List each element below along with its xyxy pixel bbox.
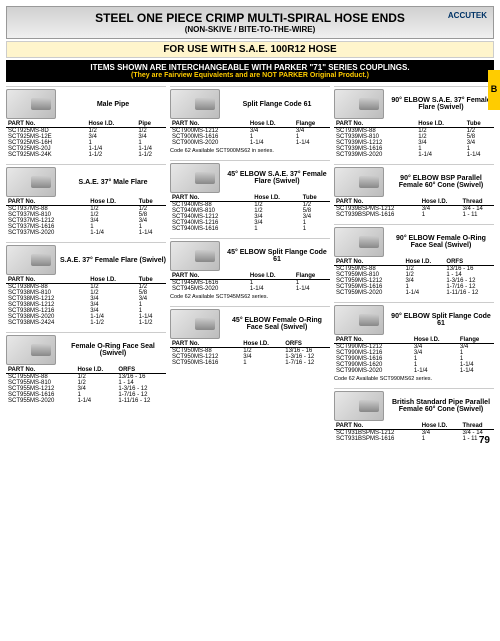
product-image — [334, 391, 384, 421]
product-block: British Standard Pipe Parallel Female 60… — [334, 388, 494, 444]
product-title: 90° ELBOW S.A.E. 37° Female Flare (Swive… — [388, 97, 494, 111]
spec-table: PART No.Hose I.D.PipeSCT925MS-8D1/21/2SC… — [6, 121, 166, 158]
interchange-bar: ITEMS SHOWN ARE INTERCHANGEABLE WITH PAR… — [6, 60, 494, 82]
product-block: 45° ELBOW Female O-Ring Face Seal (Swive… — [170, 306, 330, 368]
product-block: Male Pipe PART No.Hose I.D.PipeSCT925MS-8… — [6, 86, 166, 160]
product-image — [170, 241, 220, 271]
product-image — [170, 163, 220, 193]
spec-table: PART No.Hose I.D.TubeSCT939MS-881/21/2SC… — [334, 121, 494, 158]
spec-table: PART No.Hose I.D.ORFSSCT959MS-881/213/16… — [334, 259, 494, 296]
spec-table: PART No.Hose I.D.TubeSCT938MS-881/21/2SC… — [6, 277, 166, 326]
spec-table: PART No.Hose I.D.TubeSCT940MS-881/21/2SC… — [170, 195, 330, 232]
product-image — [334, 305, 384, 335]
product-title: 45° ELBOW Female O-Ring Face Seal (Swive… — [224, 317, 330, 331]
table-row: SCT955MS-20201-1/41-11/16 - 12 — [6, 398, 166, 404]
product-image — [6, 167, 56, 197]
page-subtitle: (NON-SKIVE / BITE-TO-THE-WIRE) — [11, 25, 489, 34]
table-row: SCT931BSPMS-161611 - 11 — [334, 436, 494, 442]
spec-table: PART No.Hose I.D.FlangeSCT900MS-12123/43… — [170, 121, 330, 146]
product-block: 90° ELBOW S.A.E. 37° Female Flare (Swive… — [334, 86, 494, 160]
table-row: SCT990MS-20201-1/41-1/4 — [334, 368, 494, 374]
product-block: Split Flange Code 61 PART No.Hose I.D.Fla… — [170, 86, 330, 156]
product-note: Code 62 Available SCT990MS62 series. — [334, 376, 494, 382]
product-block: S.A.E. 37° Female Flare (Swivel) PART No.… — [6, 242, 166, 328]
product-title: Male Pipe — [60, 101, 166, 108]
product-block: 45° ELBOW Split Flange Code 61 PART No.Ho… — [170, 238, 330, 302]
product-image — [170, 89, 220, 119]
spec-table: PART No.Hose I.D.ORFSSCT955MS-881/213/16… — [6, 367, 166, 404]
product-title: 45° ELBOW Split Flange Code 61 — [224, 249, 330, 263]
use-with-bar: FOR USE WITH S.A.E. 100R12 HOSE — [6, 41, 494, 58]
table-row: SCT900MS-20201-1/41-1/4 — [170, 140, 330, 146]
table-row: SCT939BSPMS-161611 - 11 — [334, 212, 494, 218]
product-title: Female O-Ring Face Seal (Swivel) — [60, 343, 166, 357]
spec-table: PART No.Hose I.D.FlangeSCT990MS-12123/43… — [334, 337, 494, 374]
table-row: SCT959MS-20201-1/41-11/16 - 12 — [334, 290, 494, 296]
product-note: Code 62 Available SCT945MS62 series. — [170, 294, 330, 300]
page-title: STEEL ONE PIECE CRIMP MULTI-SPIRAL HOSE … — [11, 11, 489, 25]
product-block: Female O-Ring Face Seal (Swivel) PART No.… — [6, 332, 166, 406]
product-title: S.A.E. 37° Male Flare — [60, 179, 166, 186]
table-row: SCT950MS-161611-7/16 - 12 — [170, 360, 330, 366]
product-block: S.A.E. 37° Male Flare PART No.Hose I.D.Tu… — [6, 164, 166, 238]
product-title: 90° ELBOW Female O-Ring Face Seal (Swive… — [388, 235, 494, 249]
table-row: SCT939MS-20201-1/41-1/4 — [334, 152, 494, 158]
table-row: SCT925MS-24K1-1/21-1/2 — [6, 152, 166, 158]
spec-table: PART No.Hose I.D.FlangeSCT945MS-161611SC… — [170, 273, 330, 292]
product-block: 90° ELBOW BSP Parallel Female 60° Cone (… — [334, 164, 494, 220]
table-row: SCT945MS-20201-1/41-1/4 — [170, 286, 330, 292]
product-image — [6, 335, 56, 365]
product-title: S.A.E. 37° Female Flare (Swivel) — [60, 257, 166, 264]
product-image — [6, 89, 56, 119]
product-title: 90° ELBOW Split Flange Code 61 — [388, 313, 494, 327]
table-row: SCT937MS-20201-1/41-1/4 — [6, 230, 166, 236]
spec-table: PART No.Hose I.D.ThreadSCT939BSPMS-12123… — [334, 199, 494, 218]
product-image — [334, 89, 384, 119]
product-block: 45° ELBOW S.A.E. 37° Female Flare (Swive… — [170, 160, 330, 234]
product-image — [170, 309, 220, 339]
product-image — [334, 227, 384, 257]
table-row: SCT940MS-161611 — [170, 226, 330, 232]
product-block: 90° ELBOW Female O-Ring Face Seal (Swive… — [334, 224, 494, 298]
product-title: 45° ELBOW S.A.E. 37° Female Flare (Swive… — [224, 171, 330, 185]
page-number: 79 — [479, 435, 490, 446]
interchange-line2: (They are Fairview Equivalents and are N… — [9, 72, 491, 79]
table-row: SCT938MS-24241-1/21-1/2 — [6, 320, 166, 326]
spec-table: PART No.Hose I.D.TubeSCT937MS-881/21/2SC… — [6, 199, 166, 236]
spec-table: PART No.Hose I.D.ThreadSCT931BSPMS-12123… — [334, 423, 494, 442]
product-image — [6, 245, 56, 275]
product-title: Split Flange Code 61 — [224, 101, 330, 108]
interchange-line1: ITEMS SHOWN ARE INTERCHANGEABLE WITH PAR… — [9, 63, 491, 72]
brand-logo: ACCUTEK — [448, 11, 487, 20]
product-title: 90° ELBOW BSP Parallel Female 60° Cone (… — [388, 175, 494, 189]
page-title-bar: STEEL ONE PIECE CRIMP MULTI-SPIRAL HOSE … — [6, 6, 494, 39]
product-block: 90° ELBOW Split Flange Code 61 PART No.Ho… — [334, 302, 494, 384]
product-title: British Standard Pipe Parallel Female 60… — [388, 399, 494, 413]
product-image — [334, 167, 384, 197]
product-note: Code 62 Available SCT900MS62 in series. — [170, 148, 330, 154]
section-tab: B — [488, 70, 500, 110]
spec-table: PART No.Hose I.D.ORFSSCT950MS-881/213/16… — [170, 341, 330, 366]
